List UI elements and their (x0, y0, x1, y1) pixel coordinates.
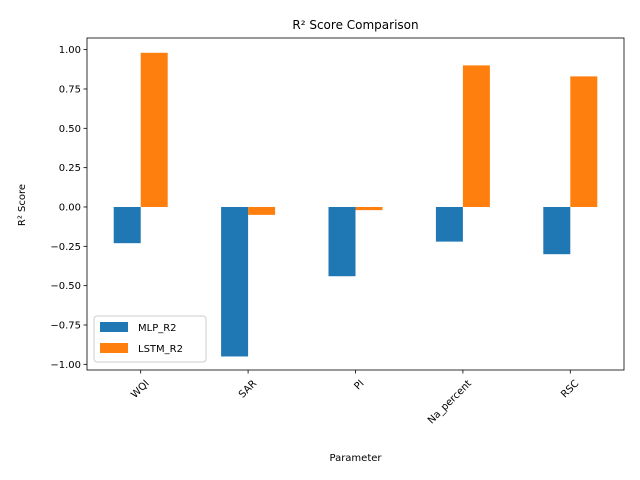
bars-layer (113, 52, 598, 357)
y-tick-label: −0.50 (50, 281, 81, 292)
legend-label-LSTM_R2: LSTM_R2 (138, 344, 183, 355)
x-axis-label: Parameter (329, 453, 382, 464)
bar-LSTM_R2-Na_percent (462, 65, 490, 207)
y-tick-label: 0.00 (59, 202, 81, 213)
legend-swatch-LSTM_R2 (100, 343, 128, 353)
bar-MLP_R2-RSC (543, 206, 571, 255)
bar-MLP_R2-SAR (221, 206, 249, 357)
bar-MLP_R2-Na_percent (435, 206, 463, 242)
bar-LSTM_R2-WQI (140, 52, 168, 207)
x-tick-label: PI (352, 378, 366, 392)
y-tick-label: 0.75 (59, 84, 81, 95)
plot-frame (86, 37, 625, 371)
y-tick-label: −0.75 (50, 320, 81, 331)
x-ticks: WQI SAR PI Na_percent RSC (129, 370, 581, 426)
y-tick-label: −0.25 (50, 242, 81, 253)
y-tick-label: 0.50 (59, 124, 81, 135)
y-ticks: −1.00 −0.75 −0.50 −0.25 0.00 0.25 0.50 0.75 1.00 (50, 45, 87, 371)
x-tick-label: Na_percent (426, 378, 474, 426)
bar-LSTM_R2-RSC (570, 76, 598, 207)
bar-LSTM_R2-PI (355, 206, 383, 211)
y-tick-label: 0.25 (59, 163, 81, 174)
chart-title: R² Score Comparison (292, 18, 418, 32)
x-tick-label: SAR (237, 378, 259, 400)
legend-label-MLP_R2: MLP_R2 (138, 323, 177, 334)
legend: MLP_R2 LSTM_R2 (93, 315, 207, 363)
bar-MLP_R2-PI (328, 206, 356, 277)
y-tick-label: −1.00 (50, 360, 81, 371)
x-tick-label: RSC (559, 378, 581, 400)
y-axis-label: R² Score (17, 184, 28, 226)
legend-swatch-MLP_R2 (100, 322, 128, 332)
bar-MLP_R2-WQI (113, 206, 141, 244)
bar-LSTM_R2-SAR (248, 206, 276, 215)
x-tick-label: WQI (129, 378, 151, 400)
y-tick-label: 1.00 (59, 45, 81, 56)
